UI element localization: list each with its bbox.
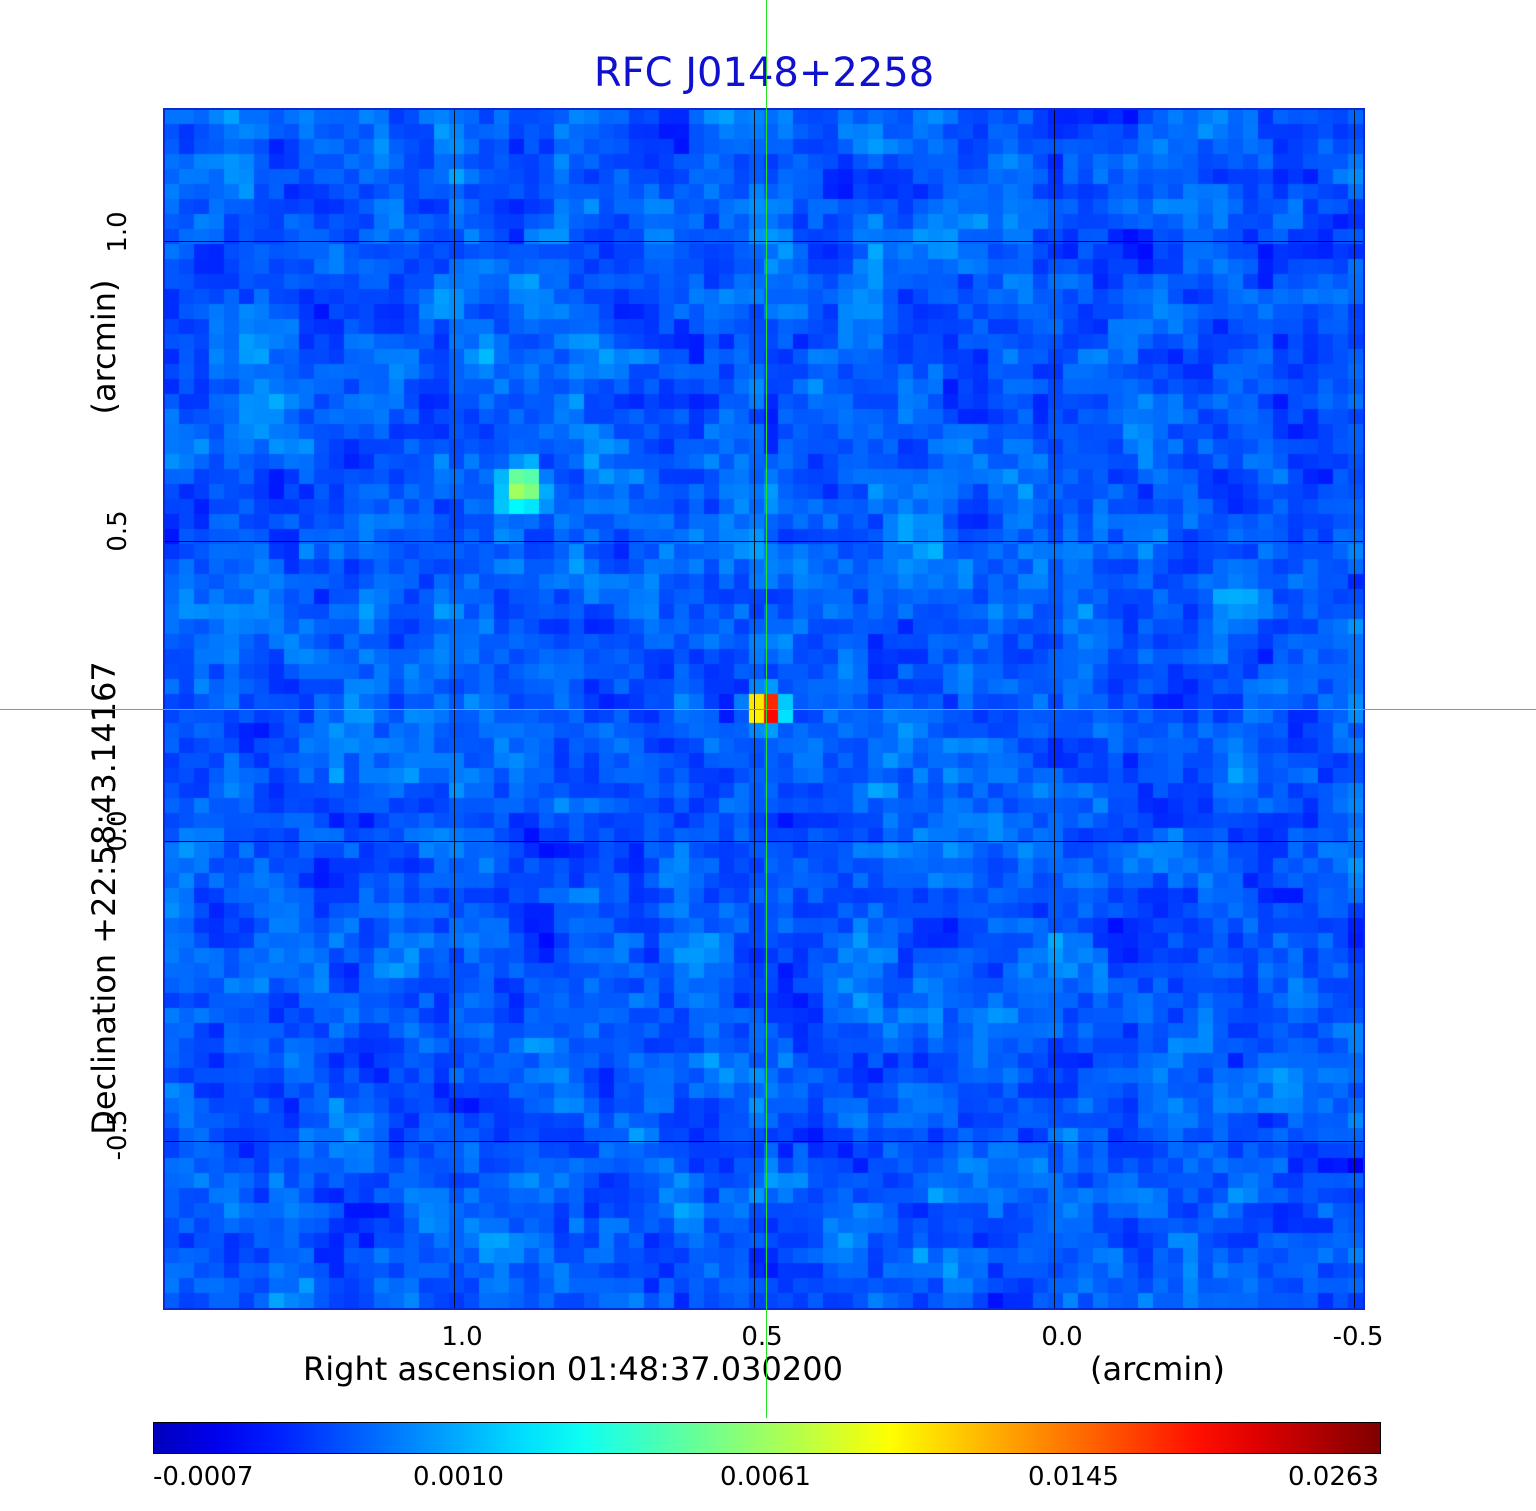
y-tick-label: 1.0: [103, 211, 133, 253]
colorbar-tick-label: 0.0263: [1288, 1462, 1379, 1492]
chart-title: RFC J0148+2258: [593, 50, 935, 96]
grid-line-y: [165, 541, 1363, 542]
y-axis-label: Declination +22:58:43.14167: [85, 661, 123, 1135]
colorbar: [153, 1422, 1381, 1454]
y-axis-unit: (arcmin): [85, 279, 123, 415]
grid-line-y: [165, 241, 1363, 242]
colorbar-tick-label: 0.0145: [1028, 1462, 1119, 1492]
crosshair-horizontal: [0, 709, 1536, 710]
x-tick-label: 0.0: [1041, 1322, 1083, 1352]
y-tick-label: 0.5: [103, 510, 133, 552]
colorbar-tick-label: -0.0007: [153, 1462, 254, 1492]
x-tick-label: 0.5: [741, 1322, 783, 1352]
grid-line-y: [165, 841, 1363, 842]
x-axis-label: Right ascension 01:48:37.030200: [303, 1350, 843, 1388]
colorbar-tick-label: 0.0010: [413, 1462, 504, 1492]
x-axis-unit: (arcmin): [1090, 1350, 1225, 1388]
x-tick-label: 1.0: [441, 1322, 483, 1352]
colorbar-tick-label: 0.0061: [720, 1462, 811, 1492]
grid-line-y: [165, 1141, 1363, 1142]
x-tick-label: -0.5: [1332, 1322, 1384, 1352]
